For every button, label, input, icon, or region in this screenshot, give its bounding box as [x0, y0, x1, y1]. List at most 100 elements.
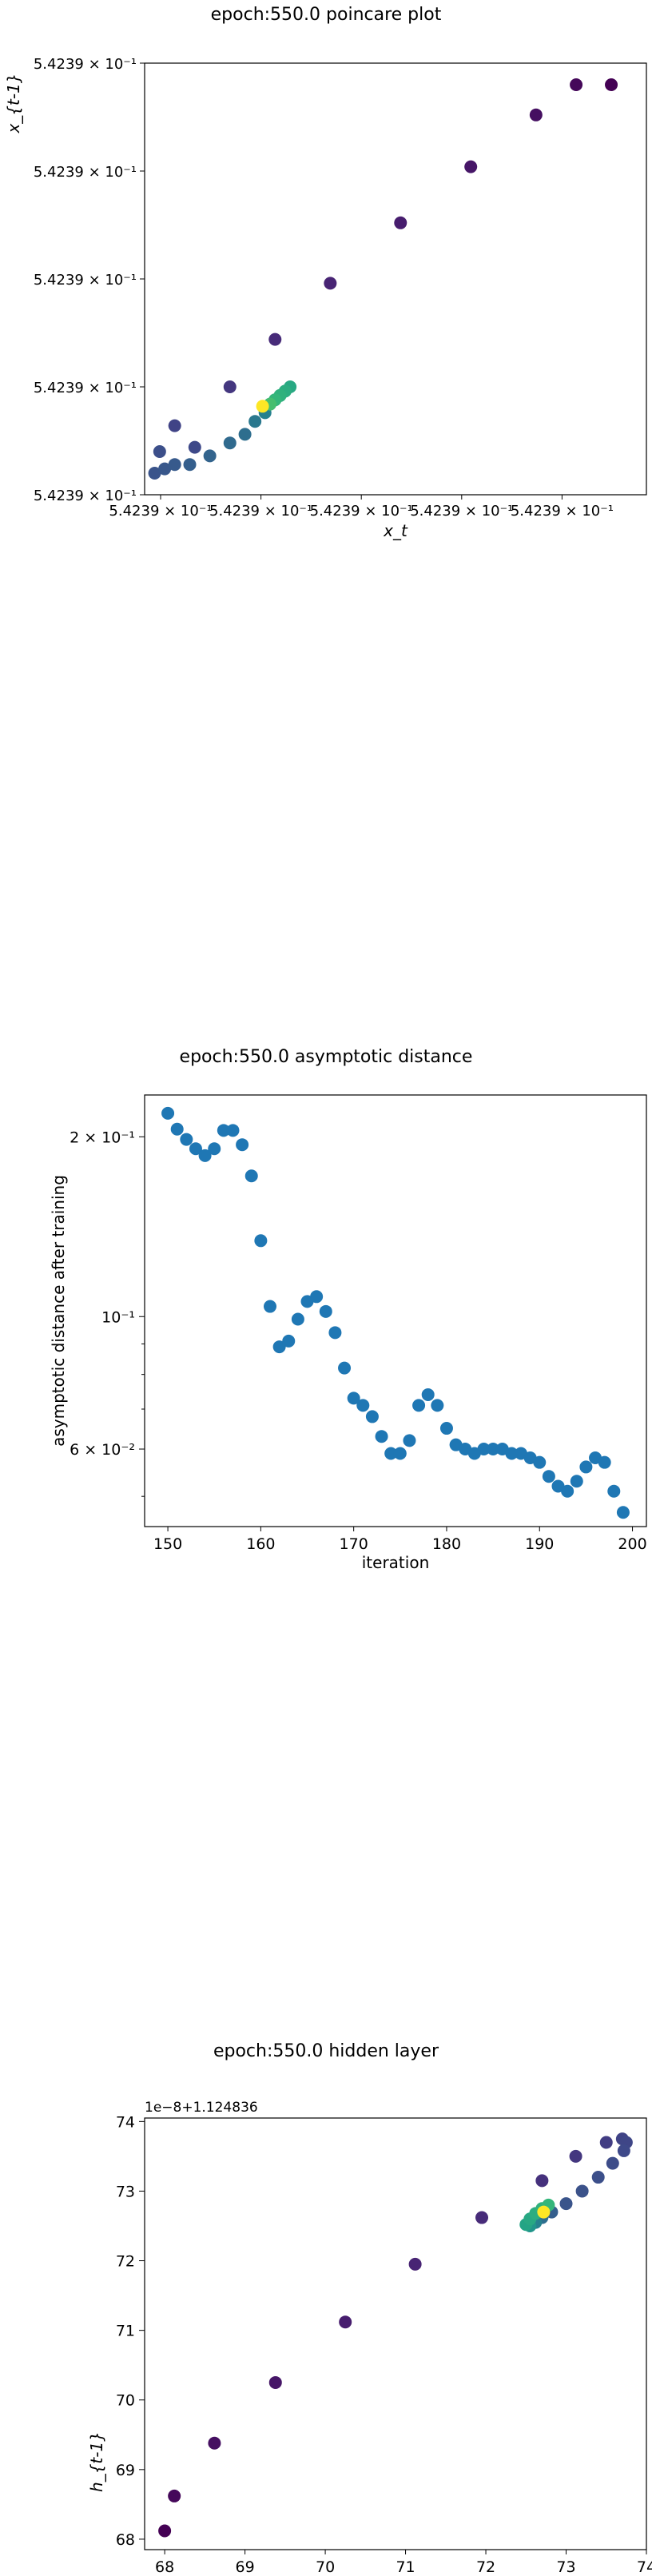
y-tick-label: 2 × 10⁻¹: [70, 1129, 135, 1146]
distance-chart: 150 160 170 180 190 200 2 × 10⁻¹ 10⁻¹ 6 × 10⁻² it…: [49, 1094, 647, 1572]
x-tick-label: 73: [556, 2558, 575, 2576]
data-point: [217, 1124, 230, 1137]
y-tick-label: 5.4239 × 10⁻¹: [34, 164, 137, 181]
data-point: [208, 1142, 221, 1156]
data-point: [599, 2136, 613, 2149]
data-point: [189, 1142, 202, 1156]
data-point: [198, 1149, 212, 1162]
poincare-chart: 5.4239 × 10⁻¹5.4239 × 10⁻¹5.4239 × 10⁻¹5…: [4, 56, 647, 540]
x-tick-label: 5.4239 × 10⁻¹: [209, 503, 312, 520]
data-point: [569, 2149, 582, 2163]
data-point: [158, 462, 172, 476]
y-tick-label: 5.4239 × 10⁻¹: [34, 380, 137, 396]
data-point: [616, 1506, 630, 1519]
x-tick-label: 5.4239 × 10⁻¹: [511, 503, 614, 520]
data-point: [324, 277, 337, 290]
data-point: [238, 428, 252, 441]
data-point: [223, 436, 237, 450]
y-tick-label: 10⁻¹: [101, 1308, 135, 1326]
data-point: [282, 1334, 296, 1348]
x-tick-label: 70: [316, 2558, 335, 2576]
hidden-chart-title: epoch:550.0 hidden layer: [213, 2041, 439, 2061]
x-axis-label: iteration: [362, 1553, 430, 1572]
y-offset-label: 1e−8+1.124836: [145, 2100, 258, 2116]
data-point: [339, 2315, 352, 2329]
x-tick-label: 5.4239 × 10⁻¹: [310, 503, 413, 520]
y-tick-label: 69: [116, 2462, 135, 2479]
data-point: [168, 458, 181, 472]
x-axis-label: x_t: [383, 521, 408, 540]
data-point: [208, 2436, 221, 2450]
data-point: [158, 2524, 172, 2538]
data-point: [591, 2171, 605, 2184]
data-point: [403, 1434, 416, 1447]
data-point: [347, 1392, 360, 1405]
data-point: [537, 2205, 551, 2219]
y-tick-label: 72: [116, 2253, 135, 2271]
data-point: [617, 2144, 630, 2157]
data-point: [268, 332, 282, 346]
data-point: [180, 1133, 193, 1146]
data-point: [148, 467, 161, 480]
data-point: [319, 1304, 332, 1318]
y-tick-label: 6 × 10⁻²: [70, 1441, 135, 1459]
data-point: [203, 449, 217, 463]
data-point: [464, 160, 478, 173]
data-point: [328, 1326, 342, 1340]
data-point: [570, 78, 583, 91]
data-point: [505, 1447, 519, 1460]
data-point: [291, 1312, 304, 1326]
data-point: [559, 2197, 573, 2211]
data-point: [533, 1455, 547, 1469]
y-tick-label: 68: [116, 2531, 135, 2549]
plot-frame: [144, 1094, 647, 1527]
data-point: [408, 2257, 422, 2271]
y-tick-label: 70: [116, 2392, 135, 2410]
x-tick-label: 5.4239 × 10⁻¹: [109, 503, 212, 520]
data-point: [183, 458, 197, 472]
data-point: [356, 1399, 370, 1412]
data-point: [535, 2174, 549, 2188]
y-tick-label: 73: [116, 2183, 135, 2200]
data-point: [529, 108, 543, 121]
x-tick-label: 180: [432, 1535, 461, 1553]
data-point: [598, 1455, 611, 1469]
y-tick-label: 74: [116, 2113, 135, 2131]
x-tick-label: 190: [525, 1535, 554, 1553]
data-point: [365, 1410, 379, 1423]
y-axis-label: h_{t-1}: [87, 2431, 106, 2492]
x-tick-label: 69: [236, 2558, 255, 2576]
y-tick-label: 71: [116, 2323, 135, 2340]
plot-frame: [144, 62, 647, 496]
data-point: [248, 415, 262, 428]
data-point: [236, 1138, 249, 1152]
data-point: [338, 1361, 352, 1375]
data-point: [487, 1443, 500, 1456]
data-point: [153, 445, 166, 458]
data-point: [605, 78, 618, 91]
data-point: [384, 1447, 398, 1460]
plot-frame: [144, 2117, 647, 2550]
data-point: [607, 1484, 621, 1498]
data-point: [272, 1340, 286, 1354]
y-tick-label: 5.4239 × 10⁻¹: [34, 272, 137, 289]
data-point: [475, 2211, 489, 2224]
data-point: [170, 1122, 184, 1136]
y-axis-label: asymptotic distance after training: [49, 1175, 68, 1447]
data-point: [393, 1447, 407, 1460]
data-point: [188, 440, 201, 454]
data-point: [570, 1475, 583, 1488]
distance-chart-title: epoch:550.0 asymptotic distance: [179, 1047, 473, 1067]
x-tick-label: 170: [340, 1535, 368, 1553]
x-tick-label: 150: [153, 1535, 182, 1553]
data-point: [375, 1430, 388, 1443]
data-point: [223, 380, 237, 393]
data-point: [226, 1124, 240, 1137]
data-point: [477, 1443, 491, 1456]
data-point: [561, 1484, 574, 1498]
data-point: [268, 2375, 282, 2389]
x-tick-label: 200: [618, 1535, 646, 1553]
x-tick-label: 71: [396, 2558, 415, 2576]
data-point: [310, 1290, 324, 1304]
data-point: [412, 1399, 426, 1412]
